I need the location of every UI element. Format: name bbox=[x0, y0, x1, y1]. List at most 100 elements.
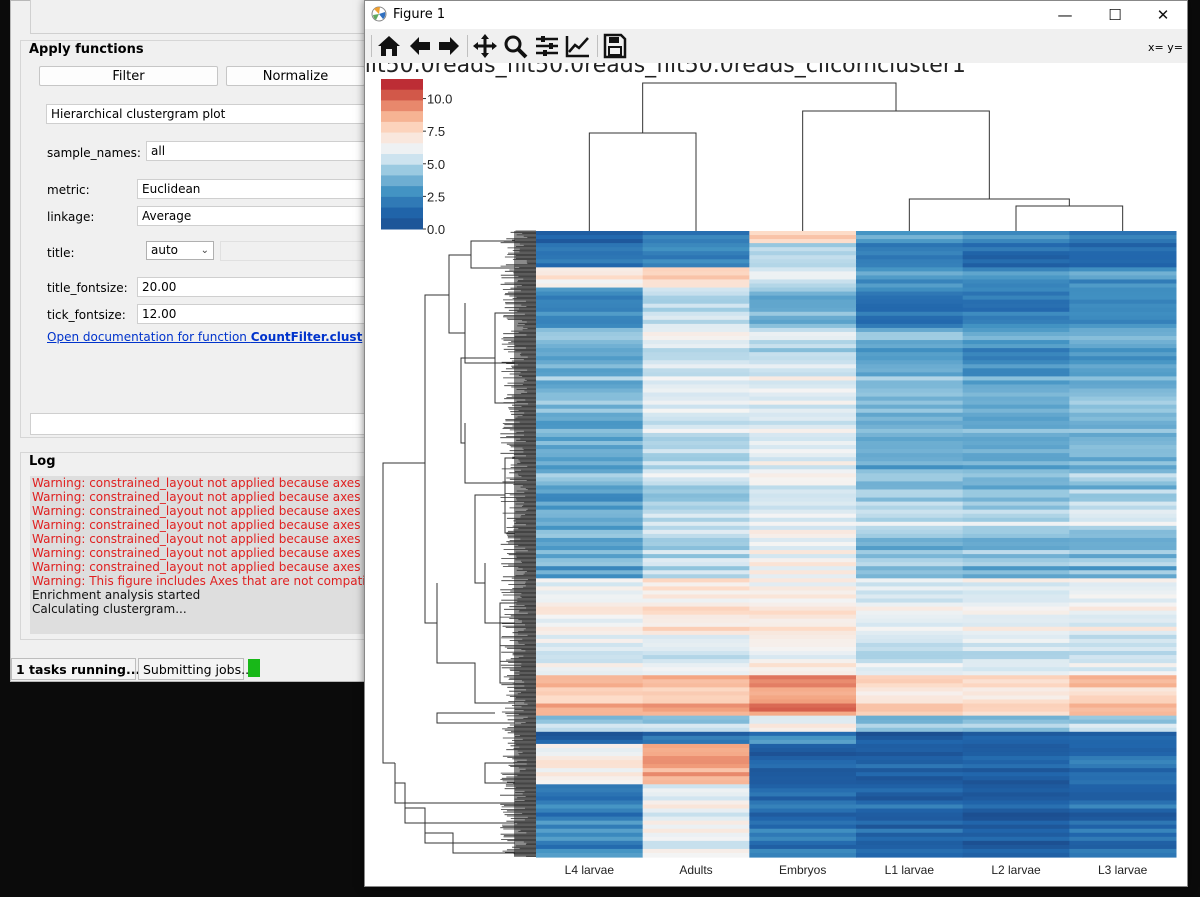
heatmap-cell bbox=[1069, 614, 1177, 620]
heatmap-cell bbox=[749, 719, 857, 725]
heatmap-cell bbox=[962, 723, 1070, 729]
heatmap-cell bbox=[749, 554, 857, 559]
heatmap-cell bbox=[642, 428, 750, 434]
heatmap-cell bbox=[749, 291, 857, 297]
configure-subplots-icon[interactable] bbox=[533, 33, 561, 59]
home-icon[interactable] bbox=[375, 33, 403, 59]
edit-axis-icon[interactable] bbox=[564, 33, 592, 59]
heatmap-cell bbox=[642, 311, 750, 317]
heatmap-cell bbox=[856, 655, 964, 660]
heatmap-cell bbox=[1069, 525, 1177, 531]
documentation-link[interactable]: Open documentation for function CountFil… bbox=[47, 330, 363, 344]
heatmap-cell bbox=[1069, 606, 1177, 612]
log-output[interactable]: Warning: constrained_layout not applied … bbox=[30, 476, 365, 634]
heatmap-cell bbox=[749, 263, 857, 268]
forward-icon[interactable] bbox=[435, 33, 463, 59]
heatmap-cell bbox=[536, 570, 644, 575]
title-fontsize-field[interactable]: 20.00 bbox=[137, 277, 365, 297]
heatmap-cell bbox=[1069, 727, 1177, 733]
heatmap-cell bbox=[962, 521, 1070, 527]
heatmap-cell bbox=[536, 711, 644, 717]
close-button[interactable]: ✕ bbox=[1156, 6, 1170, 24]
heatmap-cell bbox=[749, 824, 857, 830]
heatmap-cell bbox=[536, 453, 644, 458]
heatmap-cell bbox=[536, 501, 644, 507]
heatmap-cell bbox=[856, 638, 964, 644]
heatmap-cell bbox=[749, 521, 857, 527]
heatmap-cell bbox=[856, 626, 964, 632]
heatmap-cell bbox=[642, 804, 750, 810]
title-custom-field[interactable] bbox=[220, 241, 365, 261]
heatmap-cell bbox=[962, 259, 1070, 264]
heatmap-cell bbox=[962, 275, 1070, 281]
heatmap-cell bbox=[749, 392, 857, 398]
figure-titlebar[interactable]: Figure 1 — ☐ ✕ bbox=[365, 1, 1187, 29]
function-select[interactable]: Hierarchical clustergram plot bbox=[46, 104, 365, 124]
heatmap-cell bbox=[962, 546, 1070, 551]
heatmap-cell bbox=[962, 699, 1070, 705]
heatmap-cell bbox=[749, 307, 857, 313]
heatmap-cell bbox=[749, 550, 857, 555]
heatmap-cell bbox=[536, 634, 644, 640]
heatmap-cell bbox=[642, 562, 750, 567]
clustergram-chart: 0.02.55.07.510.0 L4 larvae Adults Embryos L… bbox=[381, 79, 1177, 877]
save-icon[interactable] bbox=[601, 33, 629, 59]
log-line: Calculating clustergram... bbox=[32, 602, 187, 616]
tick-fontsize-field[interactable]: 12.00 bbox=[137, 304, 365, 324]
heatmap-cell bbox=[642, 424, 750, 430]
heatmap-cell bbox=[856, 792, 964, 798]
filter-button[interactable]: Filter bbox=[39, 66, 218, 86]
heatmap-cell bbox=[536, 267, 644, 272]
metric-field[interactable]: Euclidean bbox=[137, 179, 365, 199]
heatmap-cell bbox=[749, 404, 857, 410]
title-dropdown[interactable]: auto ⌄ bbox=[146, 241, 214, 260]
colorbar-tick-label: 5.0 bbox=[427, 157, 445, 172]
heatmap-cell bbox=[962, 537, 1070, 543]
heatmap-cell bbox=[642, 582, 750, 588]
linkage-field[interactable]: Average bbox=[137, 206, 365, 226]
heatmap-cell bbox=[536, 247, 644, 252]
heatmap-cell bbox=[642, 598, 750, 604]
heatmap-cell bbox=[1069, 582, 1177, 588]
figure-canvas[interactable]: 0.0 2.5 5.0 7.5 10.0 L4 larvae Adults Embryos L… bbox=[365, 63, 1187, 886]
heatmap-cell bbox=[536, 558, 644, 563]
heatmap-cell bbox=[856, 776, 964, 781]
heatmap-cell bbox=[749, 663, 857, 668]
status-tasks-running[interactable]: 1 tasks running... bbox=[11, 658, 140, 680]
heatmap-cell bbox=[642, 671, 750, 676]
heatmap-cell bbox=[749, 445, 857, 450]
heatmap-cell bbox=[749, 772, 857, 777]
heatmap-cell bbox=[749, 614, 857, 620]
heatmap-cell bbox=[1069, 428, 1177, 434]
back-icon[interactable] bbox=[406, 33, 434, 59]
heatmap-cell bbox=[642, 376, 750, 382]
heatmap-cell bbox=[642, 570, 750, 575]
heatmap-cell bbox=[536, 396, 644, 402]
sample-names-field[interactable]: all bbox=[146, 141, 365, 161]
heatmap-cell bbox=[642, 299, 750, 305]
heatmap-cell bbox=[642, 764, 750, 769]
minimize-button[interactable]: — bbox=[1057, 6, 1073, 24]
x-tick-label: L1 larvae bbox=[885, 863, 935, 877]
heatmap-cell bbox=[856, 388, 964, 394]
heatmap-cell bbox=[1069, 852, 1177, 858]
heatmap-cell bbox=[1069, 630, 1177, 636]
heatmap-cell bbox=[1069, 562, 1177, 567]
heatmap-cell bbox=[1069, 590, 1177, 596]
heatmap-cell bbox=[1069, 283, 1177, 289]
zoom-icon[interactable] bbox=[502, 33, 530, 59]
heatmap-cell bbox=[856, 323, 964, 329]
heatmap-cells bbox=[536, 231, 1177, 858]
heatmap-cell bbox=[962, 465, 1070, 470]
heatmap-cell bbox=[536, 311, 644, 317]
heatmap-cell bbox=[642, 675, 750, 680]
heatmap-cell bbox=[642, 776, 750, 781]
heatmap-cell bbox=[536, 432, 644, 438]
pan-icon[interactable] bbox=[471, 33, 499, 59]
heatmap-cell bbox=[856, 283, 964, 289]
dendrogram-link bbox=[382, 462, 425, 764]
heatmap-cell bbox=[536, 525, 644, 531]
heatmap-cell bbox=[536, 239, 644, 244]
normalize-button[interactable]: Normalize bbox=[226, 66, 365, 86]
maximize-button[interactable]: ☐ bbox=[1108, 6, 1122, 24]
